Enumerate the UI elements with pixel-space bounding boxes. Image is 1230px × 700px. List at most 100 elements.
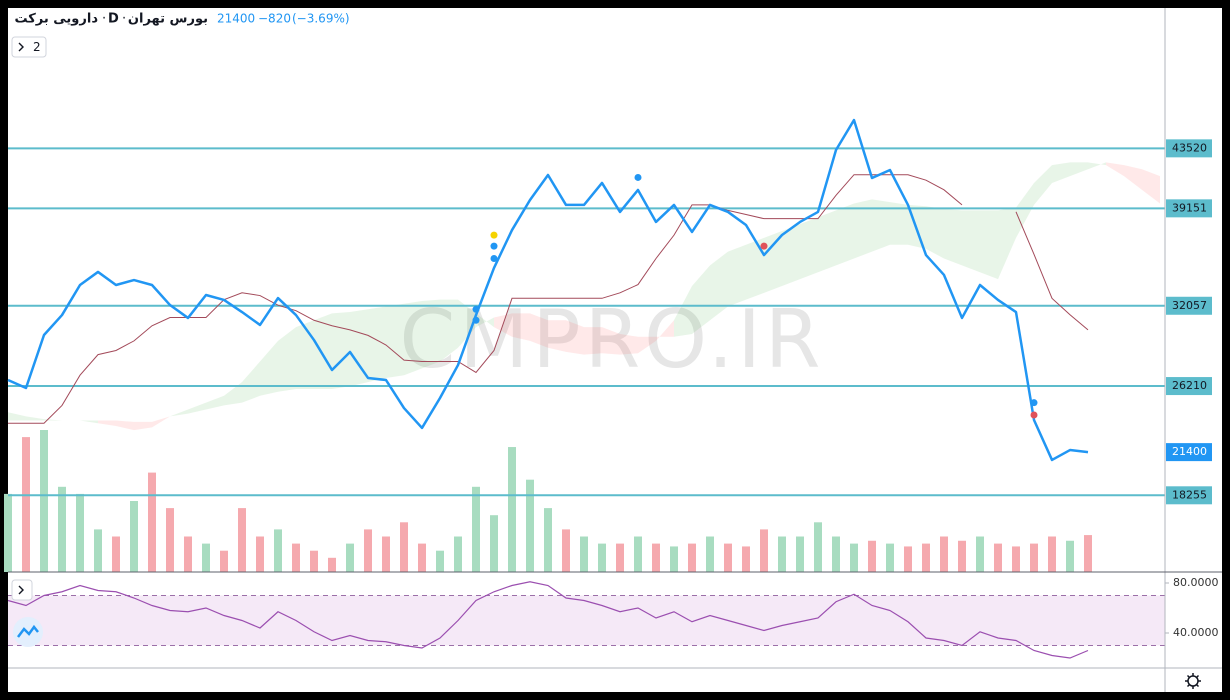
volume-bar: [634, 536, 642, 572]
price-change-pct: (−3.69%): [292, 12, 350, 26]
cloud-segment: [152, 416, 170, 428]
rsi-toggle[interactable]: [11, 579, 33, 601]
volume-bar: [130, 501, 138, 572]
separator: ·: [102, 12, 106, 27]
volume-bar: [868, 540, 876, 572]
cloud-segment: [224, 382, 242, 406]
last-price-bg: [1166, 443, 1212, 462]
volume-bar: [832, 536, 840, 572]
volume-bar: [778, 536, 786, 572]
rsi-line: [7, 581, 1089, 659]
indicator-count: 2: [33, 40, 41, 54]
cloud-segment: [998, 207, 1016, 280]
indicator-toggle[interactable]: 2: [11, 36, 47, 58]
cloud-segment: [800, 217, 818, 280]
volume-bar: [670, 546, 678, 572]
level-label-bg: [1166, 486, 1212, 505]
signal-marker: [490, 231, 498, 239]
cloud-segment: [818, 210, 836, 273]
volume-bar: [976, 536, 984, 572]
volume-bar: [436, 550, 444, 572]
cloud-segment: [1034, 165, 1052, 205]
volume-bar: [76, 493, 84, 572]
volume-bar: [886, 543, 894, 572]
cloud-segment: [242, 361, 260, 403]
rsi-tick-label: 40.0000: [1173, 626, 1219, 639]
cloud-segment: [476, 313, 494, 328]
cloud-segment: [1142, 169, 1160, 204]
volume-bar: [490, 515, 498, 572]
cloud-segment: [890, 202, 908, 245]
volume-bar: [40, 430, 48, 572]
cloud-segment: [620, 334, 638, 355]
volume-bar: [850, 543, 858, 572]
volume-bar: [544, 508, 552, 572]
cloud-segment: [440, 299, 458, 362]
button[interactable]: [11, 36, 47, 58]
cloud-segment: [314, 313, 332, 389]
volume-bar: [1030, 543, 1038, 572]
level-label: 43520: [1172, 141, 1207, 154]
volume-bar: [616, 543, 624, 572]
volume-bar: [292, 543, 300, 572]
cloud-segment: [386, 303, 404, 378]
cloud-segment: [260, 340, 278, 396]
price-line: [7, 118, 1089, 462]
level-label-bg: [1166, 377, 1212, 396]
cloud-segment: [692, 265, 710, 335]
volume-bar: [994, 543, 1002, 572]
volume-bar: [220, 550, 228, 572]
volume-bar: [688, 543, 696, 572]
volume-bar: [202, 543, 210, 572]
volume-bar: [400, 522, 408, 572]
volume-bar: [328, 557, 336, 572]
level-label: 26210: [1172, 379, 1207, 392]
volume-bar: [796, 536, 804, 572]
volume-bar: [22, 437, 30, 572]
chevron-icon: [18, 42, 24, 52]
separator: ·: [122, 12, 126, 27]
cloud-segment: [710, 251, 728, 321]
button[interactable]: [11, 579, 33, 601]
cloud-segment: [278, 327, 296, 392]
signal-marker: [490, 242, 498, 250]
cloud-segment: [26, 416, 44, 421]
cloud-segment: [296, 320, 314, 389]
volume-bar: [598, 543, 606, 572]
cloud-segment: [728, 244, 746, 307]
signal-marker: [472, 316, 480, 324]
signal-marker: [490, 254, 498, 262]
volume-bar: [4, 493, 12, 572]
volume-bar: [94, 529, 102, 572]
cloud-segment: [404, 301, 422, 376]
settings-button[interactable]: [1185, 673, 1201, 689]
signal-marker: [1030, 399, 1038, 407]
volume-bar: [364, 529, 372, 572]
chart-background: [8, 8, 1222, 692]
level-label: 39151: [1172, 201, 1207, 214]
cloud-segment: [1016, 182, 1034, 238]
cloud-segment: [98, 420, 116, 427]
price-change: −820: [258, 12, 291, 26]
volume-bar: [760, 529, 768, 572]
cloud-segment: [422, 299, 440, 369]
volume-bar: [58, 486, 66, 572]
volume-bar: [742, 546, 750, 572]
cloud-segment: [530, 313, 548, 348]
cloud-segment: [638, 336, 656, 354]
signal-marker: [1030, 411, 1038, 419]
cloud-segment: [512, 313, 530, 341]
volume-bar: [472, 486, 480, 572]
cloud-segment: [566, 320, 584, 355]
logo-button[interactable]: [13, 617, 43, 647]
cloud-segment: [368, 306, 386, 383]
cloud-segment: [548, 320, 566, 352]
cloud-segment: [926, 206, 944, 259]
cloud-segment: [872, 199, 890, 252]
volume-bar: [1084, 535, 1092, 572]
cloud-segment: [206, 395, 224, 410]
volume-bar: [922, 543, 930, 572]
plot: [4, 118, 1165, 659]
volume-bar: [1048, 536, 1056, 572]
